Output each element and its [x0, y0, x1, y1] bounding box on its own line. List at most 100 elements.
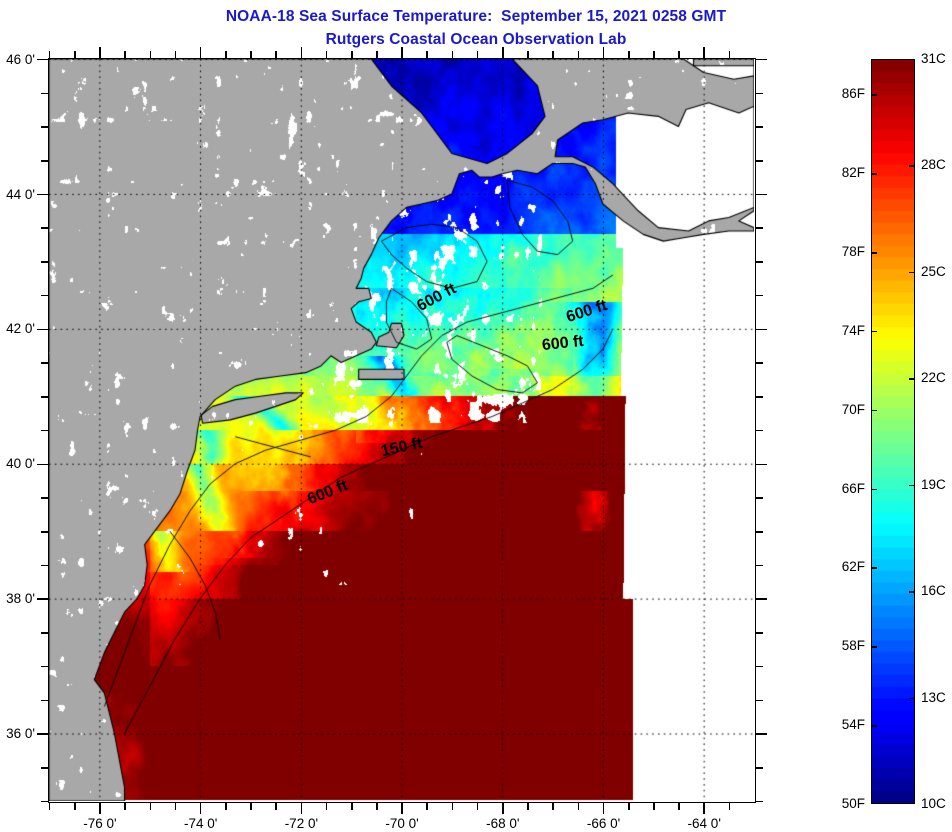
y-axis-tick — [756, 261, 763, 263]
y-axis-tick — [756, 362, 763, 364]
x-axis-tick — [552, 51, 554, 58]
x-axis-tick — [376, 803, 378, 810]
x-axis-tick — [728, 51, 731, 58]
y-axis-tick — [41, 126, 48, 128]
x-axis-tick — [502, 803, 504, 814]
x-axis-tick — [325, 803, 328, 810]
x-axis-tick — [451, 51, 454, 58]
colorbar-label-f: 66F — [841, 480, 865, 496]
y-axis-tick — [756, 767, 763, 769]
y-axis-tick — [41, 632, 48, 634]
x-axis-tick — [350, 803, 353, 810]
y-axis-label: 46 0' — [6, 51, 35, 67]
y-axis-tick — [756, 159, 763, 162]
x-axis-label: -68 0' — [486, 816, 520, 831]
x-axis-tick — [602, 47, 605, 58]
y-axis-tick — [41, 530, 48, 533]
x-axis-tick — [48, 803, 51, 810]
x-axis-tick — [225, 51, 227, 58]
x-axis-tick — [300, 803, 303, 814]
y-axis-label: 40 0' — [6, 456, 35, 472]
y-axis-tick — [37, 58, 48, 61]
y-axis-label: 38 0' — [6, 591, 35, 607]
x-axis-tick — [350, 51, 353, 58]
colorbar-tick-f — [871, 488, 877, 491]
colorbar-label-f: 62F — [841, 559, 865, 575]
figure-title-line2: Rutgers Coastal Ocean Observation Lab — [325, 31, 627, 48]
colorbar-label-c: 22C — [921, 370, 946, 386]
colorbar-label-f: 86F — [841, 86, 865, 102]
map-plot-area[interactable]: 600 ft 600 ft 600 ft 150 ft 600 ft — [48, 58, 756, 803]
x-axis-tick — [325, 51, 328, 58]
colorbar-tick-f — [871, 252, 877, 254]
y-axis-tick — [756, 699, 763, 702]
colorbar-label-f: 78F — [841, 244, 865, 260]
x-axis-label: -70 0' — [385, 816, 419, 831]
sst-raster — [49, 59, 754, 801]
x-axis-label: -74 0' — [183, 816, 218, 831]
x-axis-tick — [577, 803, 580, 810]
x-axis-tick — [552, 803, 554, 810]
colorbar-gradient — [871, 59, 915, 804]
y-axis-tick — [756, 126, 763, 128]
x-axis-tick — [199, 47, 202, 58]
y-axis-tick — [41, 92, 48, 95]
x-axis-tick — [426, 803, 429, 810]
x-axis-tick — [73, 803, 76, 810]
y-axis-tick — [756, 598, 767, 601]
colorbar-tick-c — [909, 591, 915, 593]
y-axis-tick — [756, 800, 763, 803]
y-axis-tick — [41, 362, 48, 364]
y-axis-tick — [756, 58, 767, 61]
y-axis-tick — [756, 193, 767, 196]
x-axis-tick — [174, 51, 177, 58]
y-axis-tick — [756, 463, 767, 466]
y-axis-tick — [756, 497, 763, 499]
colorbar-tick-f — [871, 567, 877, 569]
colorbar-label-f: 50F — [841, 796, 865, 811]
x-axis-tick — [48, 51, 51, 58]
y-axis-tick — [41, 261, 48, 263]
x-axis-tick — [703, 47, 706, 58]
colorbar-tick-c — [909, 697, 915, 699]
x-axis-tick — [703, 803, 706, 814]
x-axis-tick — [149, 803, 152, 810]
y-axis-tick — [41, 294, 48, 297]
x-axis-tick — [250, 51, 252, 58]
x-axis-tick — [653, 51, 655, 58]
y-axis-tick — [41, 564, 48, 567]
x-axis-tick — [653, 803, 655, 810]
x-axis-tick — [602, 803, 605, 814]
colorbar-label-f: 58F — [841, 638, 865, 654]
x-axis-tick — [199, 803, 202, 814]
x-axis-tick — [627, 803, 630, 810]
x-axis-label: -66 0' — [586, 816, 621, 831]
y-axis-tick — [41, 159, 48, 162]
x-axis-tick — [401, 803, 403, 814]
colorbar[interactable] — [871, 59, 915, 804]
y-axis-label: 42 0' — [6, 321, 35, 337]
colorbar-label-c: 16C — [921, 583, 946, 599]
colorbar-tick-c — [909, 484, 915, 487]
x-axis-tick — [376, 51, 378, 58]
x-axis-tick — [577, 51, 580, 58]
colorbar-label-f: 82F — [841, 165, 865, 181]
y-axis-tick — [756, 632, 763, 634]
x-axis-label: -76 0' — [83, 816, 117, 831]
y-axis-tick — [41, 665, 48, 668]
x-axis-tick — [275, 51, 277, 58]
y-axis-tick — [37, 598, 48, 601]
y-axis-tick — [41, 429, 48, 432]
colorbar-tick-f — [871, 330, 877, 333]
colorbar-tick-c — [909, 378, 915, 380]
y-axis-tick — [756, 294, 763, 297]
y-axis-tick — [756, 530, 763, 533]
x-axis-tick — [527, 803, 529, 810]
x-axis-tick — [99, 803, 101, 814]
y-axis-tick — [41, 227, 48, 230]
colorbar-label-c: 28C — [921, 157, 946, 173]
y-axis-tick — [756, 92, 763, 95]
x-axis-tick — [527, 51, 529, 58]
x-axis-tick — [401, 47, 403, 58]
